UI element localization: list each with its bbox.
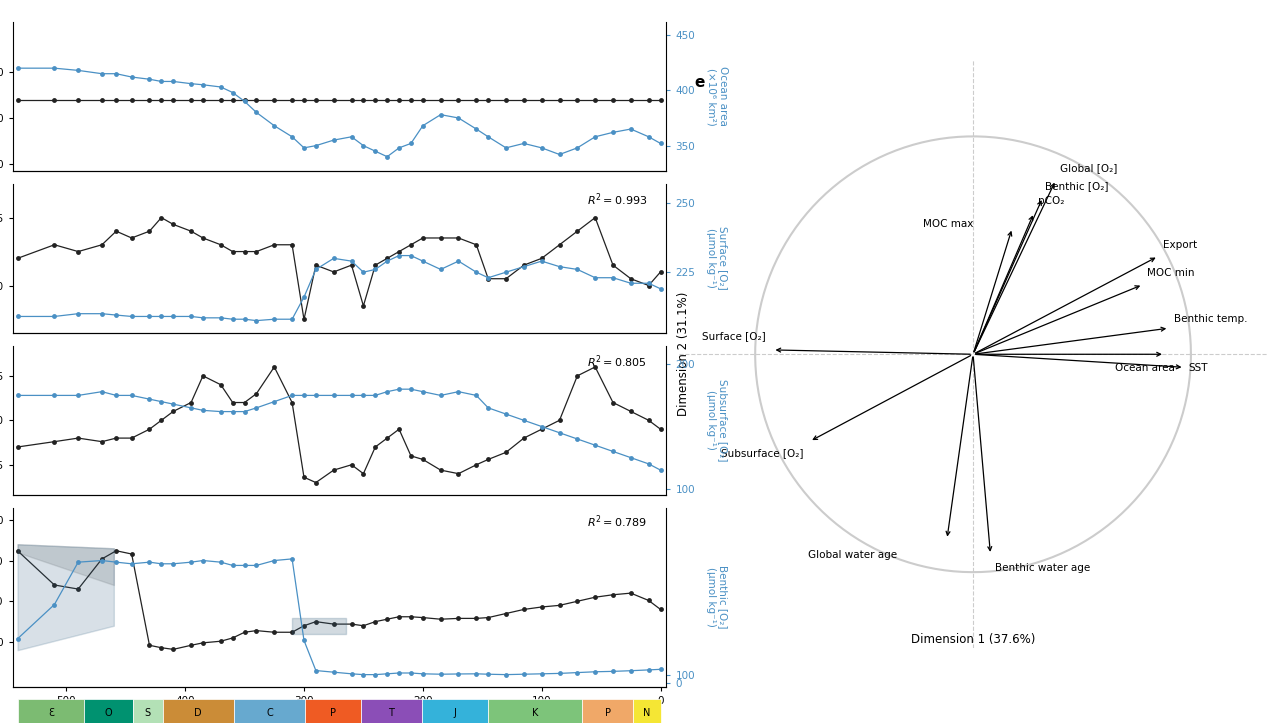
Text: Dimension 2 (31.1%): Dimension 2 (31.1%) [677,292,690,416]
Text: Benthic temp.: Benthic temp. [1174,314,1247,324]
Text: O: O [105,708,113,718]
Text: pCO₂: pCO₂ [1038,196,1065,206]
Text: Ɛ: Ɛ [47,708,54,718]
Bar [163,699,234,723]
Text: Global water age: Global water age [808,550,897,560]
Bar [488,699,582,723]
Text: SST: SST [1189,363,1208,373]
Text: MOC min: MOC min [1147,268,1194,278]
Text: $R^2 = 0.993$: $R^2 = 0.993$ [586,191,646,208]
Bar [234,699,305,723]
Bar [133,699,163,723]
Text: Global [O₂]: Global [O₂] [1060,163,1117,174]
Bar [582,699,634,723]
Bar [18,699,84,723]
Text: C: C [266,708,273,718]
Y-axis label: Benthic [O₂]
(µmol kg⁻¹): Benthic [O₂] (µmol kg⁻¹) [707,565,728,629]
Bar [421,699,488,723]
Text: MOC max: MOC max [923,218,973,228]
Text: D: D [195,708,202,718]
Text: Benthic [O₂]: Benthic [O₂] [1044,181,1108,191]
Text: S: S [145,708,151,718]
Text: K: K [532,708,539,718]
Text: Ocean area: Ocean area [1115,363,1175,373]
Text: $R^2 = 0.805$: $R^2 = 0.805$ [588,353,646,369]
Text: P: P [330,708,337,718]
Text: $R^2 = 0.789$: $R^2 = 0.789$ [588,513,646,529]
Text: Benthic water age: Benthic water age [995,563,1091,573]
Bar [305,699,361,723]
Text: Subsurface [O₂]: Subsurface [O₂] [721,448,803,458]
Text: Surface [O₂]: Surface [O₂] [703,331,765,341]
Text: e: e [694,75,704,90]
Bar [361,699,421,723]
Text: Dimension 1 (37.6%): Dimension 1 (37.6%) [911,633,1036,646]
Y-axis label: Ocean area
(×10⁶ km²): Ocean area (×10⁶ km²) [707,67,728,127]
Y-axis label: Subsurface [O₂]
(µmol kg⁻¹): Subsurface [O₂] (µmol kg⁻¹) [707,379,728,461]
Text: T: T [388,708,394,718]
Text: N: N [643,708,650,718]
Bar [84,699,133,723]
Bar [634,699,660,723]
Y-axis label: Surface [O₂]
(µmol kg⁻¹): Surface [O₂] (µmol kg⁻¹) [707,226,728,290]
Text: J: J [453,708,457,718]
Text: Export: Export [1162,240,1197,249]
Text: P: P [604,708,611,718]
